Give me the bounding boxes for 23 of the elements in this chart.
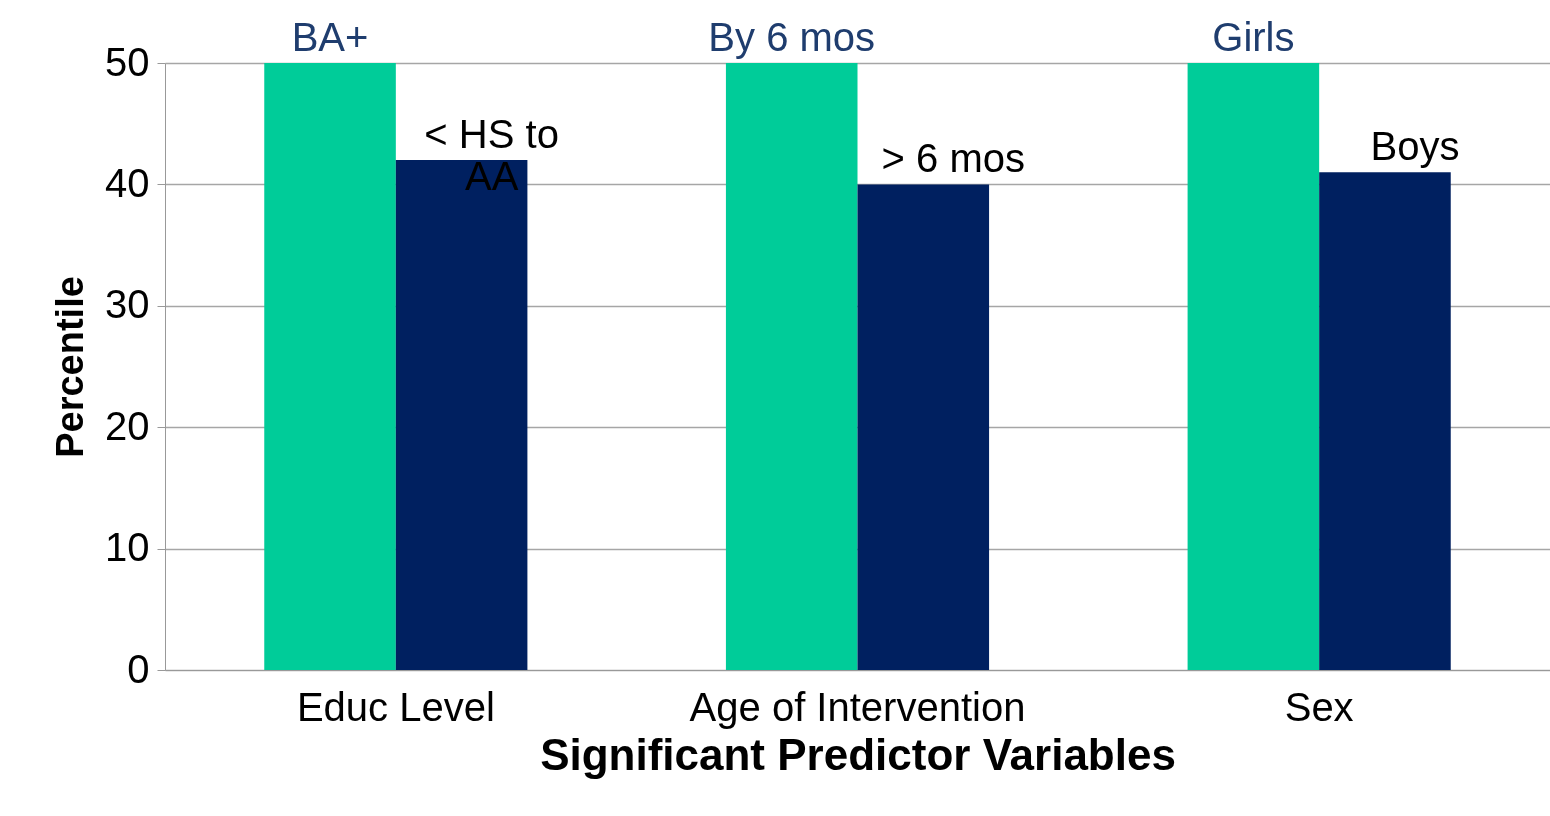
bar xyxy=(395,160,528,670)
annotation: > 6 mos xyxy=(881,136,1025,181)
y-tick-label: 10 xyxy=(105,525,150,570)
annotation: < HS to AA xyxy=(424,112,559,199)
annotation: BA+ xyxy=(291,15,369,59)
bar xyxy=(857,184,990,670)
y-tick-label: 30 xyxy=(105,282,150,327)
x-tick-label: Educ Level xyxy=(296,684,495,729)
bar xyxy=(1319,172,1451,670)
y-tick-label: 0 xyxy=(127,646,150,691)
bar xyxy=(725,63,858,670)
y-tick-label: 40 xyxy=(105,160,150,205)
annotation: Girls xyxy=(1212,15,1295,59)
x-axis-title: Significant Predictor Variables xyxy=(540,729,1176,779)
y-axis-title: Percentile xyxy=(49,276,92,458)
bar xyxy=(1187,63,1320,670)
x-tick-label: Age of Intervention xyxy=(689,684,1026,729)
annotation: Boys xyxy=(1370,124,1460,169)
annotation: By 6 mos xyxy=(708,15,876,59)
bar xyxy=(264,63,396,670)
y-tick-label: 20 xyxy=(105,403,150,448)
x-tick-label: Sex xyxy=(1284,684,1354,729)
y-tick-label: 50 xyxy=(105,39,150,84)
